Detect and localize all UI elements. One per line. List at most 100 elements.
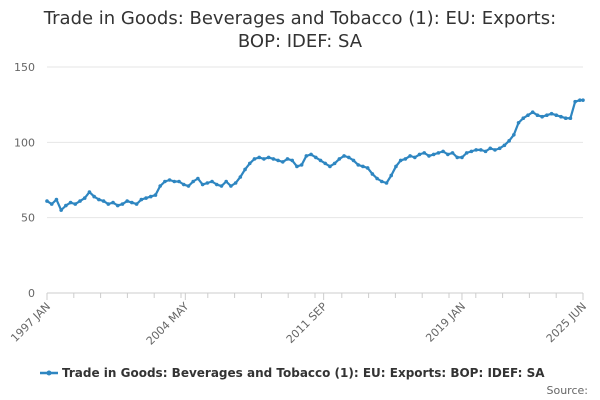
- data-point: [191, 180, 195, 184]
- x-axis: 1997 JAN 2004 MAY 2011 SEP 2019 JAN 2025 JUN: [8, 293, 589, 348]
- data-point: [581, 98, 585, 102]
- data-point: [569, 116, 573, 120]
- data-point: [187, 184, 191, 188]
- data-point: [338, 157, 342, 161]
- data-point: [239, 175, 243, 179]
- data-point: [521, 116, 525, 120]
- data-point: [300, 163, 304, 167]
- x-tick-label: 1997 JAN: [8, 300, 53, 345]
- data-point: [158, 184, 162, 188]
- data-point: [83, 196, 87, 200]
- data-point: [45, 199, 49, 203]
- data-point: [59, 208, 63, 212]
- data-point: [389, 174, 393, 178]
- data-point: [281, 160, 285, 164]
- data-point: [272, 157, 276, 161]
- x-tick-label: 2025 JUN: [544, 300, 589, 345]
- data-point: [201, 183, 205, 187]
- data-point: [413, 156, 417, 160]
- data-point: [295, 165, 299, 169]
- data-point: [290, 159, 294, 163]
- data-point: [479, 148, 483, 152]
- data-point: [550, 112, 554, 116]
- data-point: [168, 178, 172, 182]
- y-tick-label: 150: [14, 61, 35, 74]
- data-point: [498, 147, 502, 151]
- data-point: [107, 202, 111, 206]
- data-point: [427, 154, 431, 158]
- data-point: [422, 151, 426, 155]
- data-point: [73, 202, 77, 206]
- data-point: [536, 113, 540, 117]
- data-point: [578, 98, 582, 102]
- data-point: [507, 139, 511, 143]
- data-point: [220, 184, 224, 188]
- data-point: [267, 156, 271, 160]
- data-point: [102, 199, 106, 203]
- data-point: [319, 159, 323, 163]
- y-tick-label: 50: [21, 212, 35, 225]
- data-point: [432, 153, 436, 157]
- data-point: [206, 181, 210, 185]
- data-point: [361, 165, 365, 169]
- data-point: [64, 204, 68, 208]
- data-point: [286, 157, 290, 161]
- data-point: [224, 180, 228, 184]
- data-point: [352, 159, 356, 163]
- data-point: [451, 151, 455, 155]
- data-point: [149, 195, 153, 199]
- y-tick-label: 100: [14, 136, 35, 149]
- data-point: [540, 115, 544, 119]
- data-point: [125, 199, 129, 203]
- data-point: [399, 159, 403, 163]
- data-point: [375, 177, 379, 181]
- data-point: [154, 193, 158, 197]
- data-point: [474, 148, 478, 152]
- data-point: [196, 177, 200, 181]
- data-point: [309, 153, 313, 157]
- data-point: [111, 201, 115, 205]
- data-point: [366, 166, 370, 170]
- data-point: [92, 195, 96, 199]
- data-point: [121, 202, 125, 206]
- data-point: [262, 157, 266, 161]
- data-point: [488, 147, 492, 151]
- data-point: [465, 151, 469, 155]
- data-point: [78, 199, 82, 203]
- data-point: [404, 157, 408, 161]
- data-point: [356, 163, 360, 167]
- data-point: [455, 156, 459, 160]
- chart-title-line-2: BOP: IDEF: SA: [238, 31, 363, 52]
- chart-title-line-1: Trade in Goods: Beverages and Tobacco (1…: [43, 8, 556, 29]
- data-point: [446, 153, 450, 157]
- data-point: [69, 201, 73, 205]
- data-point: [163, 180, 167, 184]
- data-point: [380, 180, 384, 184]
- data-point: [173, 180, 177, 184]
- series-group: [45, 98, 585, 212]
- data-point: [328, 165, 332, 169]
- data-point: [305, 154, 309, 158]
- data-point: [559, 115, 563, 119]
- data-point: [531, 110, 535, 114]
- data-point: [234, 181, 238, 185]
- data-point: [116, 204, 120, 208]
- data-point: [140, 198, 144, 202]
- data-point: [333, 162, 337, 166]
- data-point: [526, 113, 530, 117]
- data-point: [135, 202, 139, 206]
- data-point: [493, 148, 497, 152]
- data-point: [276, 159, 280, 163]
- x-tick-label: 2011 SEP: [284, 300, 330, 346]
- source-label: Source:: [547, 384, 589, 397]
- data-point: [347, 156, 351, 160]
- data-point: [564, 116, 568, 120]
- data-point: [545, 113, 549, 117]
- data-point: [342, 154, 346, 158]
- data-point: [55, 198, 59, 202]
- x-tick-label: 2004 MAY: [144, 300, 192, 348]
- data-point: [130, 201, 134, 205]
- legend: Trade in Goods: Beverages and Tobacco (1…: [40, 366, 545, 380]
- data-point: [554, 113, 558, 117]
